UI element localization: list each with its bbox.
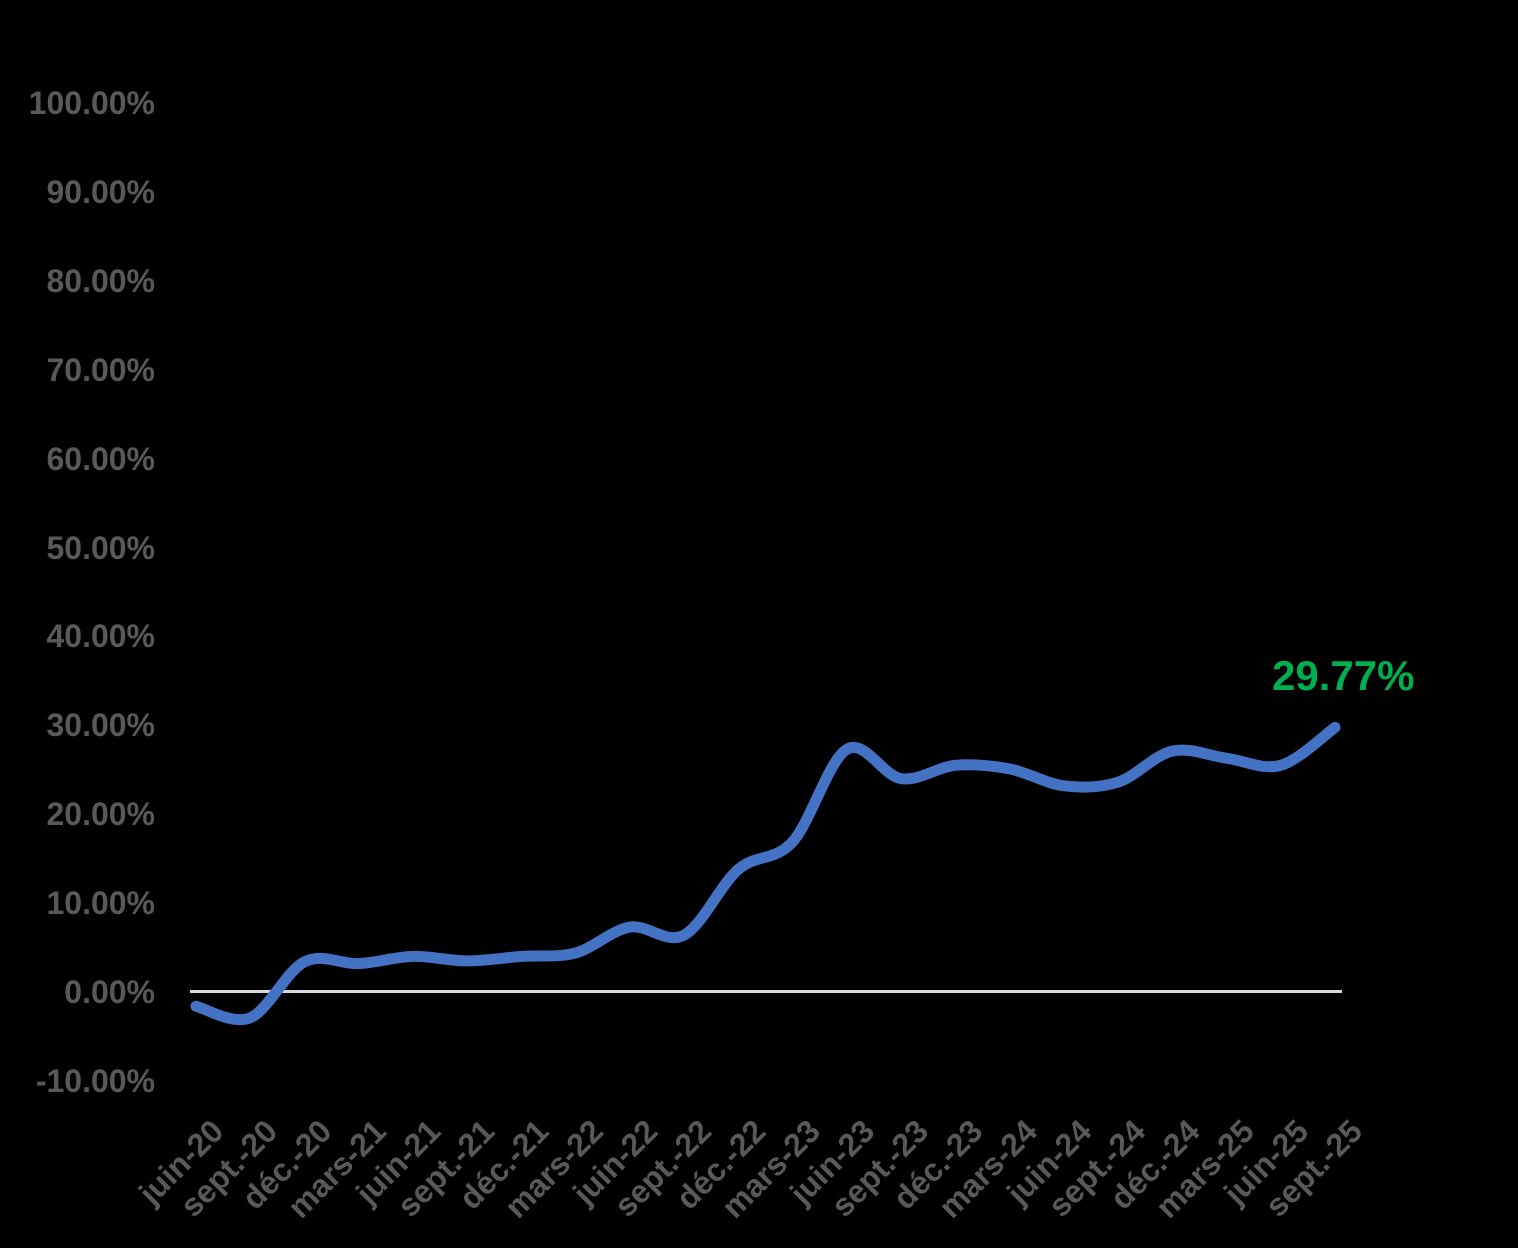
series-line [190, 721, 1341, 1026]
y-axis-tick-label: 100.00% [28, 85, 155, 122]
y-axis-tick-label: -10.00% [35, 1062, 155, 1099]
y-axis-tick-label: 40.00% [46, 618, 155, 655]
y-axis-tick-label: 10.00% [46, 885, 155, 922]
final-value-label: 29.77% [1272, 652, 1415, 699]
y-axis-tick-label: 80.00% [46, 262, 155, 299]
y-axis-tick-label: 30.00% [46, 707, 155, 744]
y-axis-tick-label: 50.00% [46, 529, 155, 566]
y-axis-tick-label: 20.00% [46, 796, 155, 833]
y-axis-tick-label: 90.00% [46, 173, 155, 210]
y-axis-tick-label: 70.00% [46, 351, 155, 388]
y-axis-tick-label: 0.00% [64, 974, 155, 1010]
y-axis-tick-label: 60.00% [46, 440, 155, 477]
